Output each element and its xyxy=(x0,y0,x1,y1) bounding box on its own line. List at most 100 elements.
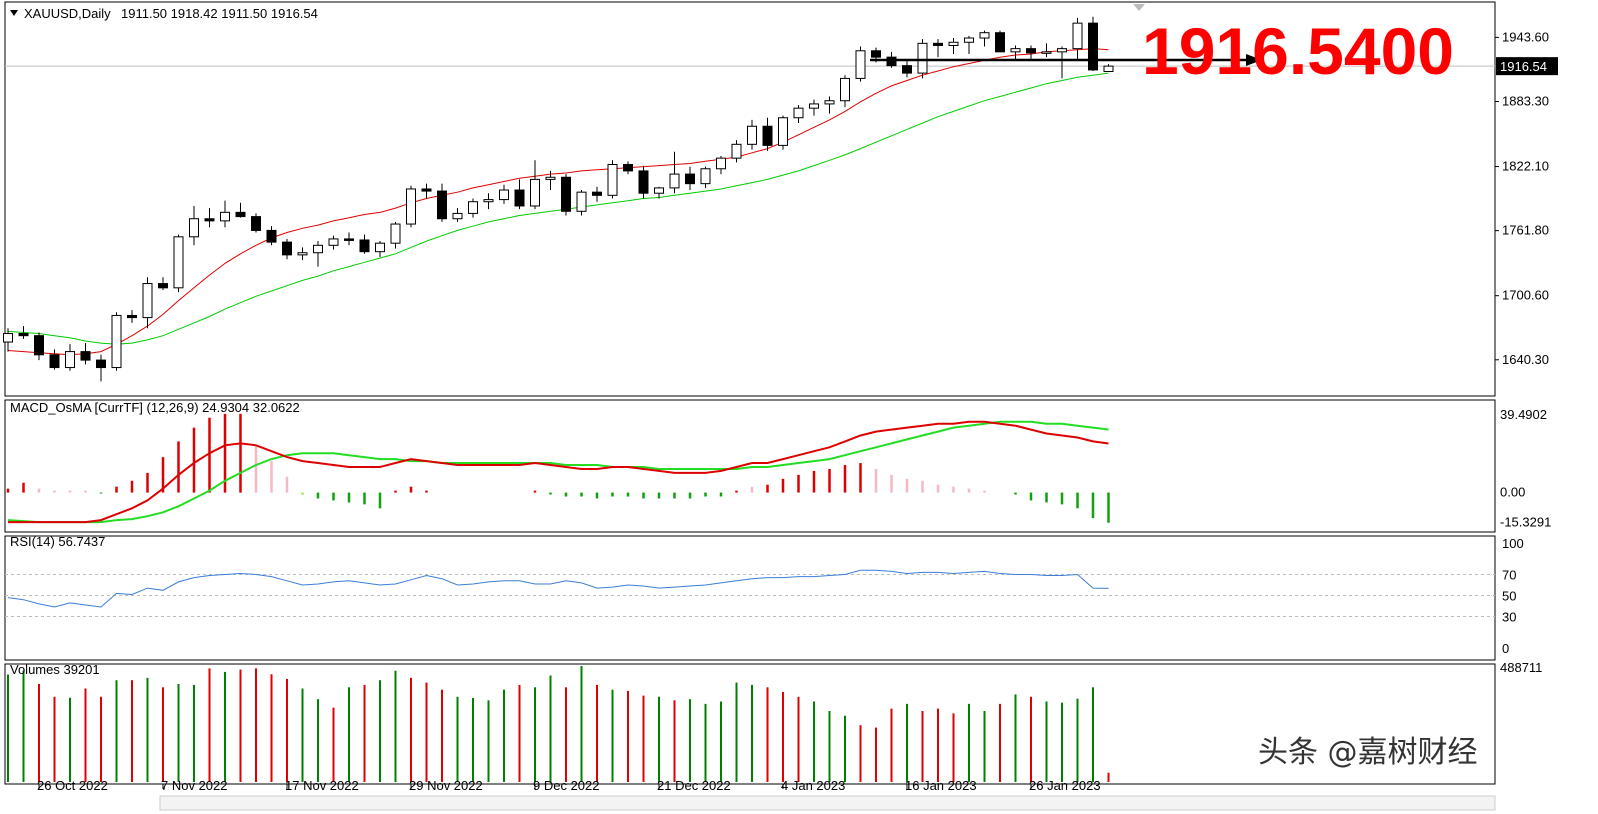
candle[interactable] xyxy=(282,238,292,260)
volume-pane[interactable] xyxy=(4,663,1496,785)
candle[interactable] xyxy=(437,183,447,222)
candle[interactable] xyxy=(220,200,230,228)
candle[interactable] xyxy=(964,35,974,54)
candle[interactable] xyxy=(421,183,432,199)
candle[interactable] xyxy=(793,104,804,124)
macd-signal-line xyxy=(7,420,1109,524)
candle[interactable] xyxy=(344,232,354,246)
macd-title: MACD_OsMA [CurrTF] (12,26,9) 24.9304 32.… xyxy=(10,400,300,415)
candle[interactable] xyxy=(251,213,261,233)
candle[interactable] xyxy=(390,221,401,249)
candle[interactable] xyxy=(1072,17,1083,61)
candle[interactable] xyxy=(855,46,866,82)
candle[interactable] xyxy=(1088,16,1098,71)
candle[interactable] xyxy=(840,75,850,108)
candle[interactable] xyxy=(18,326,29,339)
candle[interactable] xyxy=(716,156,726,175)
price-tick-label: 1943.60 xyxy=(1502,29,1549,44)
candle[interactable] xyxy=(189,205,199,246)
ohlc-readout: 1911.50 1918.42 1911.50 1916.54 xyxy=(121,6,318,21)
candle[interactable] xyxy=(995,30,1005,53)
candle[interactable] xyxy=(824,96,835,114)
date-tick-label: 4 Jan 2023 xyxy=(781,778,845,793)
candle[interactable] xyxy=(917,39,928,79)
symbol-label: XAUUSD,Daily xyxy=(24,6,111,21)
candle[interactable] xyxy=(1057,46,1067,79)
candle[interactable] xyxy=(127,310,137,323)
arrow-head-icon xyxy=(1246,54,1262,66)
candle[interactable] xyxy=(235,202,246,218)
ma-fast-line xyxy=(7,48,1109,356)
candle[interactable] xyxy=(111,312,122,371)
rsi-pane[interactable] xyxy=(4,535,1496,661)
candle[interactable] xyxy=(3,328,13,352)
rsi-tick-label: 70 xyxy=(1502,568,1516,583)
candle[interactable] xyxy=(747,119,757,150)
candle[interactable] xyxy=(375,241,385,257)
candle[interactable] xyxy=(561,174,571,216)
candle[interactable] xyxy=(96,354,106,382)
dropdown-triangle-icon[interactable] xyxy=(10,10,18,16)
candle[interactable] xyxy=(313,241,323,267)
candle[interactable] xyxy=(468,198,478,218)
current-price-badge xyxy=(1496,57,1558,76)
ma-slow-line xyxy=(7,72,1109,345)
candle[interactable] xyxy=(979,30,990,47)
candle[interactable] xyxy=(638,165,649,199)
date-tick-label: 21 Dec 2022 xyxy=(657,778,731,793)
date-tick-label: 9 Dec 2022 xyxy=(533,778,600,793)
candle[interactable] xyxy=(778,115,788,150)
candle[interactable] xyxy=(65,344,75,371)
candle[interactable] xyxy=(933,39,943,58)
candle[interactable] xyxy=(530,160,540,210)
candle[interactable] xyxy=(406,185,416,228)
candle[interactable] xyxy=(80,343,91,365)
candle[interactable] xyxy=(297,247,308,261)
candle[interactable] xyxy=(266,226,277,246)
candle[interactable] xyxy=(1041,43,1052,58)
candle[interactable] xyxy=(34,332,44,361)
shift-marker-icon[interactable] xyxy=(1133,4,1145,11)
candle[interactable] xyxy=(49,349,60,370)
candle[interactable] xyxy=(623,161,633,175)
candle[interactable] xyxy=(204,208,215,228)
rsi-tick-label: 0 xyxy=(1502,641,1509,656)
candle[interactable] xyxy=(452,208,463,222)
candle[interactable] xyxy=(499,184,509,204)
date-tick-label: 26 Jan 2023 xyxy=(1029,778,1101,793)
candle[interactable] xyxy=(762,117,773,151)
candle[interactable] xyxy=(173,234,184,293)
horizontal-scrollbar[interactable] xyxy=(159,795,1496,811)
candle[interactable] xyxy=(328,235,339,250)
candle[interactable] xyxy=(700,166,711,188)
candle[interactable] xyxy=(158,277,168,290)
macd-pane[interactable] xyxy=(4,399,1496,533)
current-price-text: 1916.54 xyxy=(1500,59,1547,74)
candle[interactable] xyxy=(545,170,556,191)
price-pane[interactable] xyxy=(4,1,1496,397)
candle[interactable] xyxy=(514,179,525,210)
price-tick-label: 1761.80 xyxy=(1502,223,1549,238)
rsi-tick-label: 30 xyxy=(1502,610,1516,625)
price-tick-label: 1700.60 xyxy=(1502,288,1549,303)
candle[interactable] xyxy=(607,160,618,199)
candle[interactable] xyxy=(685,166,695,191)
candle[interactable] xyxy=(669,151,680,194)
candle[interactable] xyxy=(576,190,587,216)
candle[interactable] xyxy=(948,38,959,54)
candle[interactable] xyxy=(654,186,664,199)
candle[interactable] xyxy=(809,99,819,116)
candle[interactable] xyxy=(902,59,912,78)
macd-tick-label: 39.4902 xyxy=(1500,407,1547,422)
candle[interactable] xyxy=(359,234,370,254)
candle[interactable] xyxy=(1026,45,1036,60)
candle[interactable] xyxy=(731,140,742,163)
candle[interactable] xyxy=(1103,64,1114,73)
candle[interactable] xyxy=(142,277,153,329)
candle[interactable] xyxy=(592,186,602,202)
candle[interactable] xyxy=(483,193,494,210)
rsi-tick-label: 50 xyxy=(1502,589,1516,604)
candle[interactable] xyxy=(1010,45,1021,60)
rsi-tick-label: 100 xyxy=(1502,536,1524,551)
